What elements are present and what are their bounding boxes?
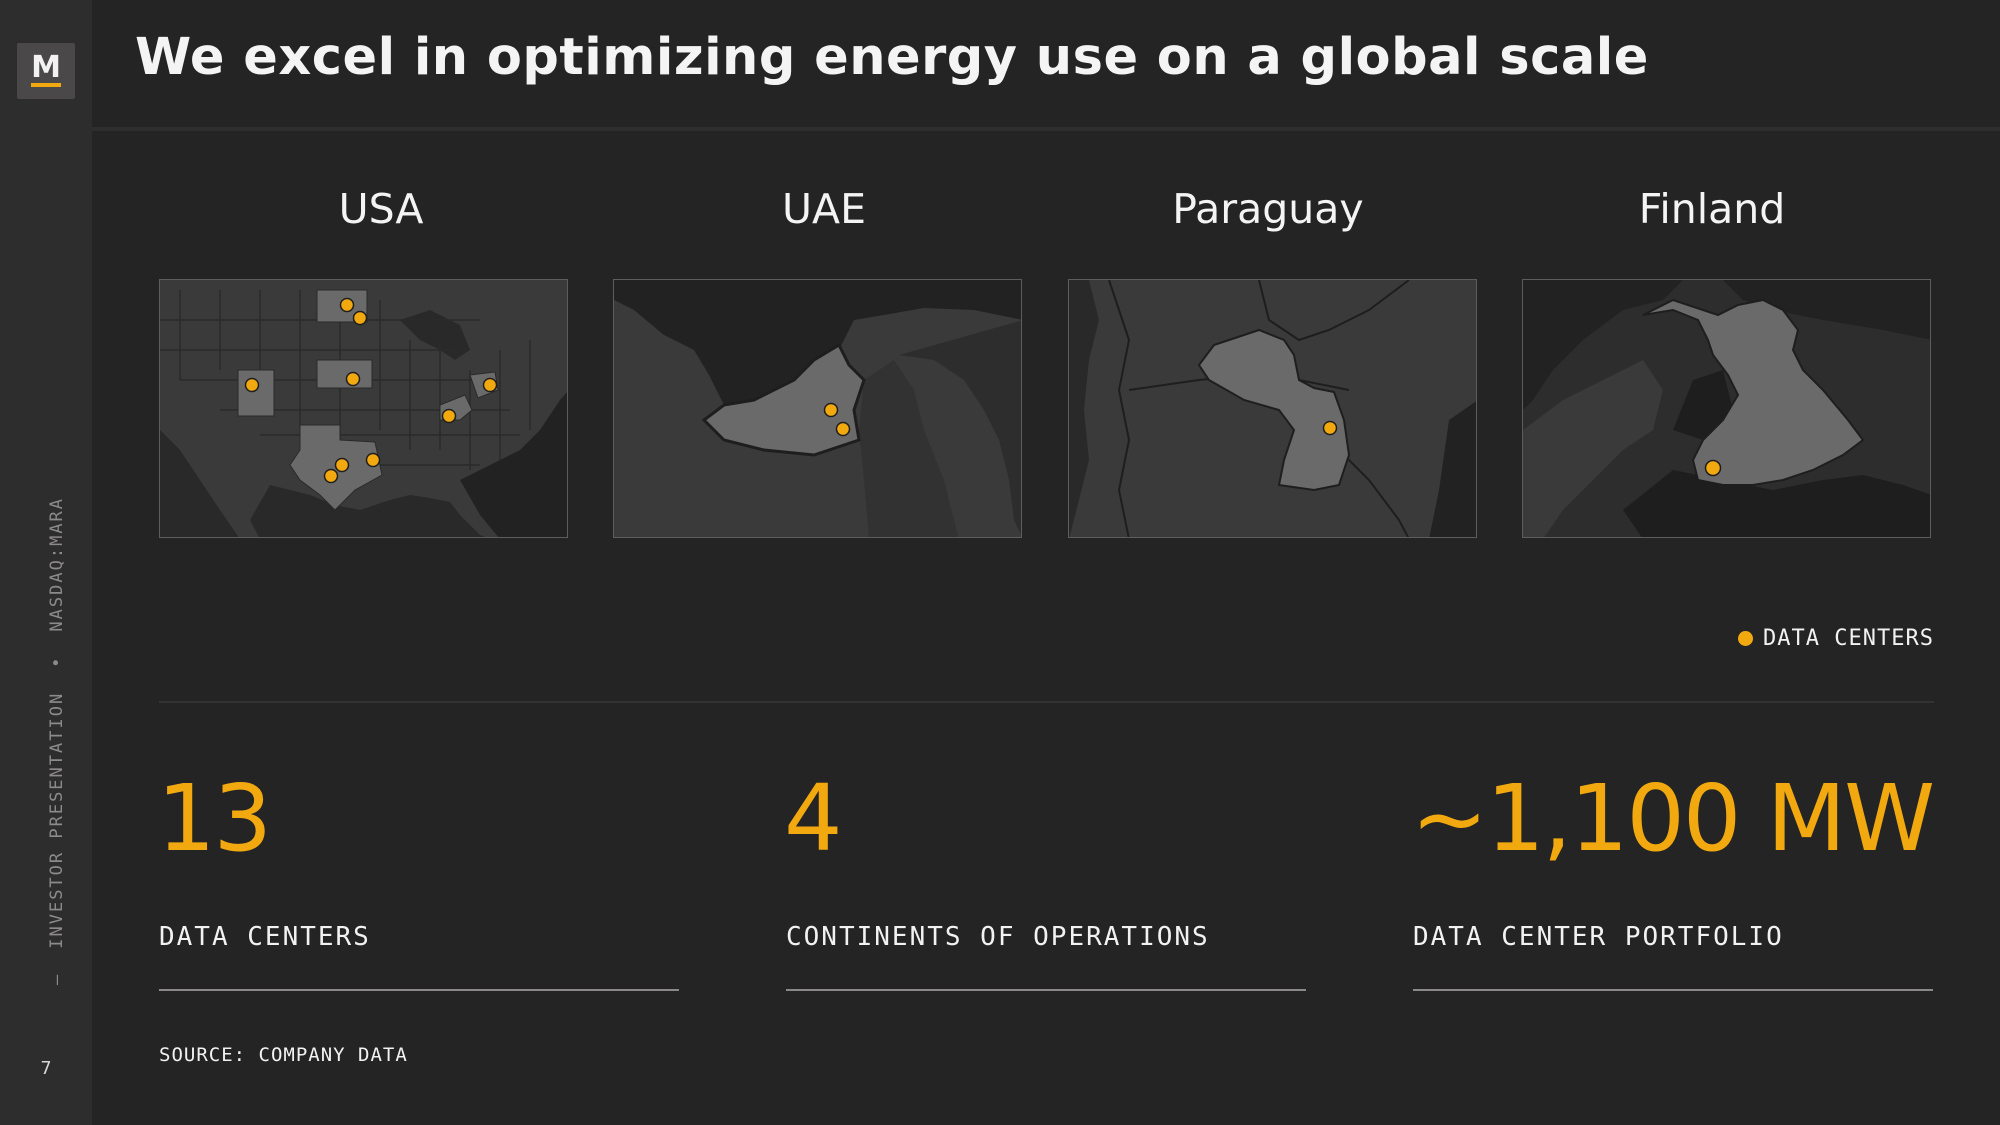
legend-label: DATA CENTERS xyxy=(1763,626,1934,651)
stat-label-portfolio: DATA CENTER PORTFOLIO xyxy=(1413,922,1784,952)
presentation-label: INVESTOR PRESENTATION xyxy=(47,691,67,949)
stat-value-continents: 4 xyxy=(784,765,843,872)
stat-underline xyxy=(786,989,1306,991)
map-paraguay xyxy=(1068,279,1477,538)
country-label-uae: UAE xyxy=(782,185,866,233)
page-number: 7 xyxy=(40,1058,52,1079)
ticker-label: NASDAQ:MARA xyxy=(47,496,67,632)
map-legend: DATA CENTERS xyxy=(1738,626,1934,651)
header-divider xyxy=(92,127,2000,131)
country-label-finland: Finland xyxy=(1638,185,1786,233)
divider-dash: — xyxy=(47,972,67,985)
stat-underline xyxy=(1413,989,1933,991)
logo-underline xyxy=(31,83,61,87)
map-finland xyxy=(1522,279,1931,538)
source-note: SOURCE: COMPANY DATA xyxy=(159,1044,408,1066)
section-divider xyxy=(159,701,1934,703)
map-uae xyxy=(613,279,1022,538)
data-center-dot-icon xyxy=(1738,631,1754,646)
stat-underline xyxy=(159,989,679,991)
separator-bullet: • xyxy=(47,655,67,668)
stat-label-continents: CONTINENTS OF OPERATIONS xyxy=(786,922,1210,952)
map-usa xyxy=(159,279,568,538)
logo-letter: M xyxy=(31,50,61,85)
company-logo: M xyxy=(17,43,75,99)
stat-label-data-centers: DATA CENTERS xyxy=(159,922,371,952)
page-title: We excel in optimizing energy use on a g… xyxy=(135,28,1649,87)
stat-value-portfolio: ~1,100 MW xyxy=(1411,765,1935,872)
sidebar: M — INVESTOR PRESENTATION • NASDAQ:MARA … xyxy=(0,0,92,1125)
country-label-paraguay: Paraguay xyxy=(1172,185,1364,233)
country-label-usa: USA xyxy=(338,185,424,233)
stat-value-data-centers: 13 xyxy=(157,765,272,872)
